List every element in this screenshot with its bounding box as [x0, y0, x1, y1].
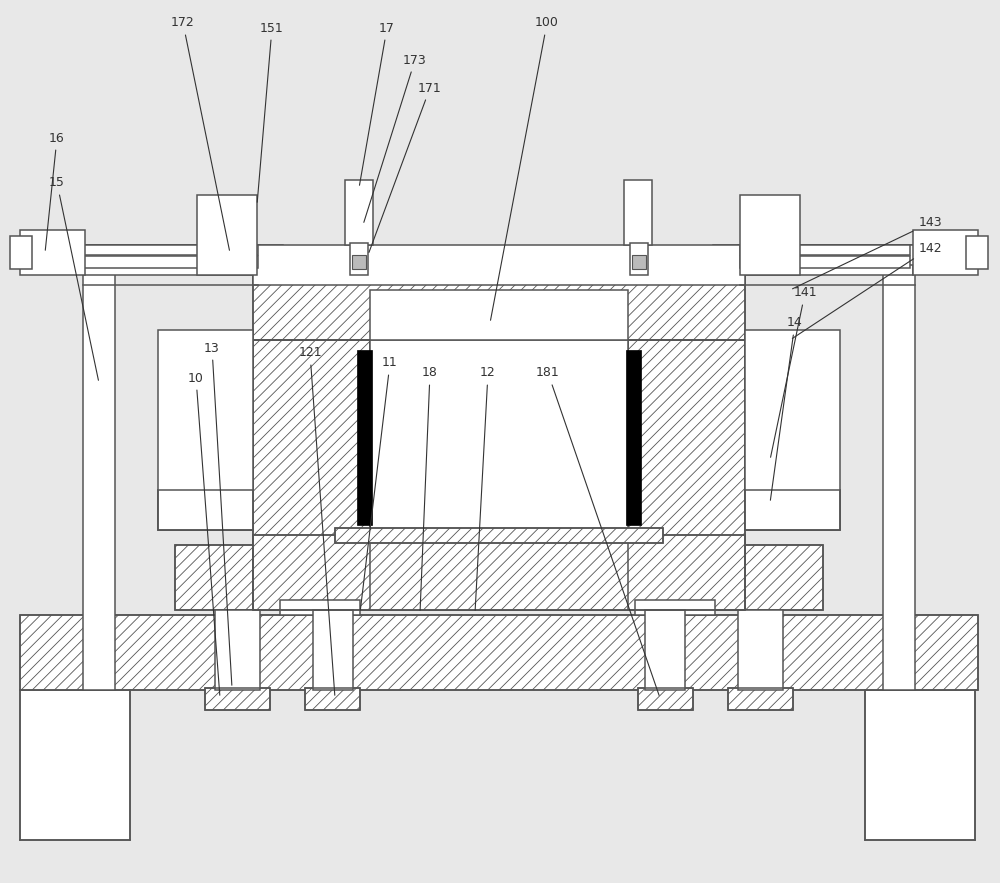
Bar: [632, 255, 646, 269]
Bar: [370, 290, 628, 340]
Bar: [740, 195, 800, 275]
Bar: [740, 256, 910, 268]
Text: 12: 12: [475, 366, 496, 610]
Bar: [205, 688, 270, 710]
Bar: [253, 275, 745, 340]
Bar: [370, 340, 628, 535]
Text: 181: 181: [536, 366, 659, 696]
Text: 151: 151: [257, 21, 284, 202]
Bar: [205, 688, 270, 710]
Bar: [352, 255, 366, 269]
Bar: [253, 340, 370, 610]
Bar: [313, 610, 353, 690]
Text: 100: 100: [491, 17, 559, 321]
Bar: [645, 610, 685, 690]
Bar: [635, 600, 715, 615]
Bar: [175, 545, 823, 610]
Bar: [20, 230, 85, 275]
Bar: [626, 350, 641, 525]
Text: 172: 172: [171, 17, 229, 250]
Bar: [83, 260, 115, 690]
Text: 141: 141: [771, 286, 817, 457]
Bar: [630, 243, 648, 275]
Bar: [253, 535, 745, 610]
Bar: [728, 688, 793, 710]
Bar: [280, 600, 360, 615]
Bar: [865, 690, 975, 840]
Bar: [83, 245, 283, 275]
Text: 171: 171: [369, 81, 442, 253]
Bar: [345, 180, 373, 245]
Text: 142: 142: [792, 241, 942, 338]
Bar: [305, 688, 360, 710]
Text: 16: 16: [45, 132, 65, 250]
Bar: [713, 245, 913, 275]
Text: 121: 121: [298, 346, 335, 695]
Bar: [158, 330, 253, 530]
Bar: [305, 688, 360, 710]
Bar: [253, 535, 745, 610]
Bar: [197, 195, 257, 275]
Bar: [745, 490, 840, 530]
Bar: [83, 245, 258, 255]
Bar: [357, 350, 372, 525]
Bar: [628, 340, 745, 610]
Text: 11: 11: [360, 357, 398, 610]
Bar: [624, 180, 652, 245]
Bar: [740, 245, 910, 255]
Text: 10: 10: [188, 372, 220, 695]
Bar: [10, 236, 32, 269]
Text: 18: 18: [420, 366, 438, 610]
Text: 173: 173: [364, 54, 427, 223]
Bar: [253, 275, 745, 340]
Bar: [20, 615, 978, 690]
Bar: [215, 610, 260, 690]
Bar: [20, 245, 260, 265]
Bar: [158, 490, 253, 530]
Bar: [966, 236, 988, 269]
Text: 13: 13: [204, 342, 232, 685]
Bar: [253, 340, 370, 610]
Bar: [83, 256, 258, 268]
Bar: [158, 490, 253, 530]
Bar: [638, 688, 693, 710]
Bar: [175, 545, 823, 610]
Bar: [20, 690, 130, 840]
Bar: [745, 330, 840, 530]
Bar: [738, 245, 978, 265]
Bar: [350, 243, 368, 275]
Bar: [883, 260, 915, 690]
Bar: [738, 610, 783, 690]
Bar: [628, 340, 745, 610]
Bar: [335, 528, 663, 543]
Bar: [745, 490, 840, 530]
Bar: [253, 245, 745, 285]
Bar: [335, 528, 663, 543]
Bar: [728, 688, 793, 710]
Text: 14: 14: [770, 316, 803, 501]
Bar: [20, 615, 978, 690]
Text: 15: 15: [49, 177, 98, 381]
Bar: [913, 230, 978, 275]
Bar: [638, 688, 693, 710]
Text: 143: 143: [793, 216, 942, 289]
Text: 17: 17: [359, 21, 395, 185]
